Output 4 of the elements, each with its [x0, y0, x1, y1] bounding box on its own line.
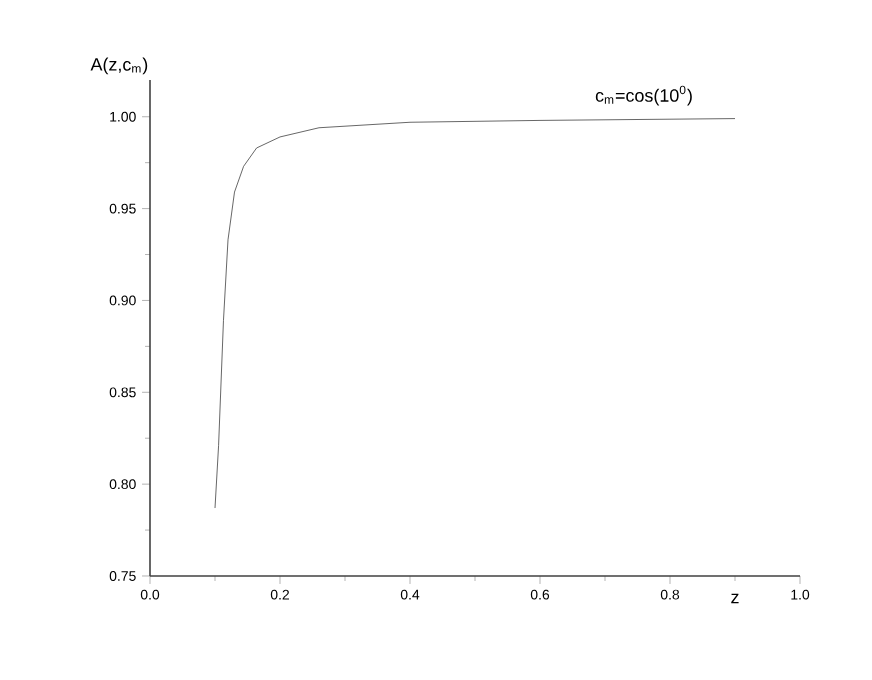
y-axis-title: A(z,c$_{m}$): [90, 57, 148, 75]
x-axis-title: z: [731, 593, 739, 604]
annotation: c$_{m}$=cos(10$^{0}$): [595, 85, 692, 106]
line-series: [214, 118, 736, 509]
